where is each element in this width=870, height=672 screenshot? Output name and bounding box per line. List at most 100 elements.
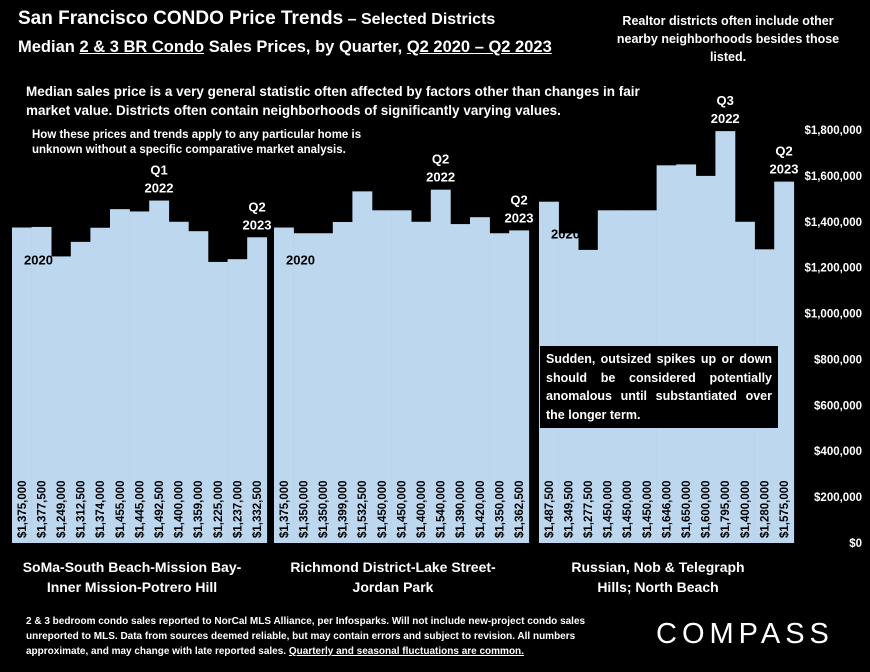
median-note: Median sales price is a very general sta…: [26, 84, 640, 118]
y-tick-4: $800,000: [814, 354, 862, 366]
data-label-3-4: $1,450,000: [603, 480, 615, 538]
compass-logo: COMPASS: [656, 618, 834, 650]
bar-2-3: [313, 233, 334, 543]
district-label-line: Richmond District-Lake Street-: [290, 559, 496, 575]
y-tick-6: $1,200,000: [804, 263, 862, 275]
district-label-2: Richmond District-Lake Street- Jordan Par…: [268, 557, 518, 597]
data-label-1-10: $1,359,000: [193, 480, 205, 538]
bar-2-4: [332, 222, 353, 544]
annotation-2-3-1: Q2: [510, 192, 527, 207]
data-label-3-9: $1,600,000: [701, 480, 713, 538]
data-label-2-4: $1,399,000: [338, 480, 350, 538]
data-label-3-13: $1,575,000: [779, 480, 791, 538]
subtitle-period: Q2 2020 – Q2 2023: [406, 38, 552, 56]
footer-underlined: Quarterly and seasonal fluctuations are …: [288, 646, 524, 657]
data-label-1-11: $1,225,000: [213, 480, 225, 538]
annotation-2-2-1: Q2: [432, 152, 449, 167]
bar-2-7: [391, 210, 412, 544]
district-label-line: Inner Mission-Potrero Hill: [46, 579, 218, 595]
annotation-3-2-1: Q3: [717, 93, 734, 108]
bar-1-13: [247, 237, 268, 544]
subtitle-mid: Sales Prices, by Quarter,: [204, 38, 407, 56]
data-label-2-8: $1,400,000: [416, 480, 428, 538]
data-label-3-6: $1,450,000: [642, 480, 654, 538]
data-label-1-1: $1,375,000: [17, 480, 29, 538]
bar-2-1: [274, 227, 294, 543]
bar-2-11: [470, 217, 490, 543]
y-tick-5: $1,000,000: [804, 309, 862, 321]
data-label-3-12: $1,280,000: [759, 480, 771, 538]
bar-1-2: [31, 226, 52, 543]
y-tick-1: $200,000: [814, 492, 862, 504]
data-label-2-7: $1,450,000: [396, 480, 408, 538]
y-tick-7: $1,400,000: [804, 217, 862, 229]
bar-3-10: [715, 131, 736, 543]
bar-1-4: [70, 241, 91, 543]
y-tick-9: $1,800,000: [804, 125, 862, 137]
data-label-1-7: $1,445,000: [134, 480, 146, 538]
data-label-3-2: $1,349,500: [563, 480, 575, 538]
district-label-1: SoMa-South Beach-Mission Bay- Inner Missi…: [7, 557, 257, 597]
bar-2-10: [450, 224, 471, 544]
subtitle-bedrooms: 2 & 3 BR Condo: [79, 38, 205, 56]
annotation-2-3-2: 2023: [505, 210, 534, 225]
bar-2-2: [293, 233, 314, 543]
data-label-2-2: $1,350,000: [298, 480, 310, 538]
annotation-1-1-1: 2020: [24, 253, 53, 268]
data-label-2-1: $1,375,000: [279, 480, 291, 538]
data-label-3-10: $1,795,000: [720, 480, 732, 538]
data-label-2-13: $1,362,500: [514, 480, 526, 538]
data-label-2-3: $1,350,000: [318, 480, 330, 538]
annotation-3-3-2: 2023: [770, 162, 799, 177]
bar-3-13: [774, 181, 795, 543]
bar-1-6: [110, 209, 130, 544]
data-label-2-6: $1,450,000: [377, 480, 389, 538]
bar-1-3: [51, 256, 72, 543]
bar-1-11: [208, 261, 228, 543]
chart-title: San Francisco CONDO Price Trends – Selec…: [18, 8, 495, 30]
bar-1-10: [188, 231, 209, 543]
annotation-2-2-2: 2022: [426, 170, 455, 185]
bar-2-8: [411, 221, 432, 543]
district-label-line: Jordan Park: [352, 579, 434, 595]
y-tick-0: $0: [849, 538, 862, 550]
chart-subtitle: Median 2 & 3 BR Condo Sales Prices, by Q…: [18, 38, 552, 57]
footer-text: 2 & 3 bedroom condo sales reported to No…: [26, 616, 586, 657]
cma-note: How these prices and trends apply to any…: [32, 129, 362, 156]
district-label-line: SoMa-South Beach-Mission Bay-: [22, 559, 242, 575]
spike-callout: Sudden, outsized spikes up or down shoul…: [540, 346, 778, 428]
data-label-1-6: $1,455,000: [115, 480, 127, 538]
data-label-1-4: $1,312,500: [76, 480, 88, 538]
bar-1-12: [227, 259, 248, 543]
bar-1-7: [129, 211, 150, 544]
realtor-note: Realtor districts often include other ne…: [616, 14, 840, 64]
data-label-1-2: $1,377,500: [36, 480, 48, 538]
annotation-1-3-1: Q2: [248, 199, 265, 214]
bar-1-1: [12, 227, 32, 543]
data-label-3-7: $1,646,000: [661, 480, 673, 538]
y-tick-2: $400,000: [814, 446, 862, 458]
annotation-1-2-2: 2022: [145, 181, 174, 196]
y-tick-3: $600,000: [814, 400, 862, 412]
bar-2-12: [489, 233, 510, 543]
bar-2-13: [509, 230, 530, 543]
footer-note: 2 & 3 bedroom condo sales reported to No…: [26, 614, 626, 659]
bar-2-5: [352, 191, 373, 543]
data-label-1-9: $1,400,000: [174, 480, 186, 538]
data-label-2-11: $1,420,000: [475, 480, 487, 538]
data-label-3-5: $1,450,000: [622, 480, 634, 538]
annotation-1-3-2: 2023: [243, 217, 272, 232]
bar-1-5: [90, 227, 111, 543]
district-label-line: Russian, Nob & Telegraph: [571, 559, 745, 575]
bar-2-6: [372, 210, 392, 544]
data-label-1-3: $1,249,000: [56, 480, 68, 538]
district-label-3: Russian, Nob & Telegraph Hills; North Bea…: [533, 557, 783, 597]
title-suffix: – Selected Districts: [343, 11, 496, 28]
annotation-3-3-1: Q2: [775, 144, 792, 159]
bar-1-9: [168, 221, 189, 543]
data-label-1-8: $1,492,500: [154, 480, 166, 538]
annotation-3-1-1: 2020: [551, 227, 580, 242]
data-label-2-12: $1,350,000: [494, 480, 506, 538]
bar-2-9: [430, 189, 451, 543]
data-label-1-5: $1,374,000: [95, 480, 107, 538]
